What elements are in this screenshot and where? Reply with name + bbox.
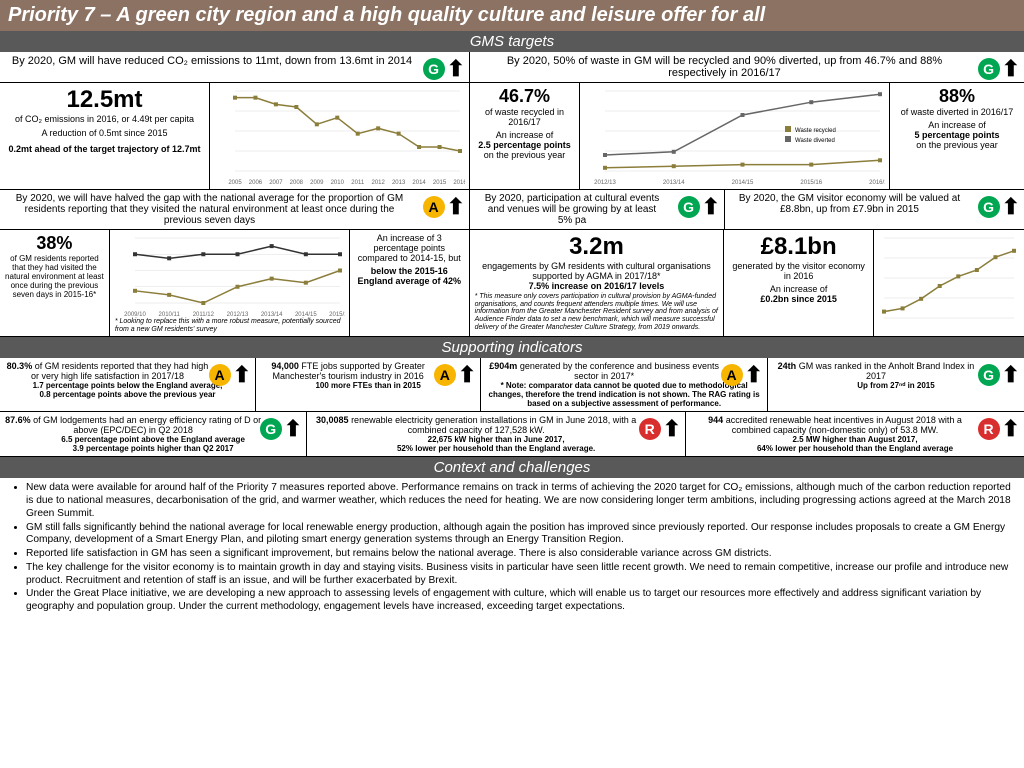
svg-text:2013: 2013 <box>392 180 406 186</box>
page-header: Priority 7 – A green city region and a h… <box>0 0 1024 31</box>
t3-chart: 2009/102010/112011/122012/132013/142014/… <box>110 230 350 336</box>
target-3-header: By 2020, we will have halved the gap wit… <box>0 190 470 229</box>
t2-left: 46.7% of waste recycled in 2016/17 An in… <box>470 83 580 189</box>
badge: R <box>639 418 661 440</box>
si-cell: £904m generated by the conference and bu… <box>481 358 768 411</box>
badge-g: G <box>978 58 1000 80</box>
context-item: The key challenge for the visitor econom… <box>26 562 1012 588</box>
badge-g: G <box>678 196 700 218</box>
svg-text:2016: 2016 <box>453 180 465 186</box>
badge-g: G <box>978 196 1000 218</box>
svg-text:2006: 2006 <box>249 180 263 186</box>
svg-text:2005: 2005 <box>228 180 242 186</box>
arrow-up-icon: ⬆ <box>1002 56 1020 82</box>
svg-text:2015: 2015 <box>433 180 447 186</box>
arrow-up-icon: ⬆ <box>447 194 465 220</box>
t5-chart <box>874 230 1024 336</box>
si-cell: 87.6% of GM lodgements had an energy eff… <box>0 412 307 456</box>
arrow-up-icon: ⬆ <box>458 362 476 388</box>
arrow-up-icon: ⬆ <box>1002 362 1020 388</box>
svg-text:2014/15: 2014/15 <box>732 180 754 186</box>
arrow-up-icon: ⬆ <box>663 416 681 442</box>
section-context: Context and challenges <box>0 457 1024 478</box>
svg-text:2016/17: 2016/17 <box>869 180 885 186</box>
context-item: GM still falls significantly behind the … <box>26 522 1012 548</box>
svg-text:2008: 2008 <box>290 180 304 186</box>
section-targets: GMS targets <box>0 31 1024 52</box>
badge-g: G <box>423 58 445 80</box>
svg-text:2009: 2009 <box>310 180 324 186</box>
t1-stats: 12.5mt of CO₂ emissions in 2016, or 4.49… <box>0 83 210 189</box>
badge: G <box>260 418 282 440</box>
arrow-up-icon: ⬆ <box>284 416 302 442</box>
svg-text:2012: 2012 <box>372 180 386 186</box>
svg-text:Waste recycled: Waste recycled <box>795 128 836 134</box>
t2-chart: 2012/13 2013/14 2014/15 2015/16 2016/17 Waste… <box>580 83 890 189</box>
section-supporting: Supporting indicators <box>0 337 1024 358</box>
si-cell: 944 accredited renewable heat incentives… <box>686 412 1024 456</box>
svg-text:2011: 2011 <box>351 180 365 186</box>
svg-text:2013/14: 2013/14 <box>663 180 685 186</box>
badge-a: A <box>423 196 445 218</box>
svg-text:2012/13: 2012/13 <box>594 180 616 186</box>
badge: A <box>721 364 743 386</box>
svg-text:Waste diverted: Waste diverted <box>795 138 835 144</box>
context-item: Under the Great Place initiative, we are… <box>26 588 1012 614</box>
context-item: New data were available for around half … <box>26 482 1012 520</box>
svg-text:2010: 2010 <box>331 180 345 186</box>
arrow-up-icon: ⬆ <box>702 194 720 220</box>
arrow-up-icon: ⬆ <box>447 56 465 82</box>
t2-right: 88% of waste diverted in 2016/17 An incr… <box>890 83 1024 189</box>
context-list: New data were available for around half … <box>0 478 1024 619</box>
target-4-header: By 2020, participation at cultural event… <box>470 190 725 229</box>
svg-text:2015/16: 2015/16 <box>800 180 822 186</box>
si-cell: 30,0085 renewable electricity generation… <box>307 412 686 456</box>
svg-text:2007: 2007 <box>269 180 283 186</box>
context-item: Reported life satisfaction in GM has see… <box>26 548 1012 561</box>
si-row-2: 87.6% of GM lodgements had an energy eff… <box>0 412 1024 457</box>
arrow-up-icon: ⬆ <box>233 362 251 388</box>
si-cell: 80.3% of GM residents reported that they… <box>0 358 256 411</box>
target-1-header: By 2020, GM will have reduced CO₂ emissi… <box>0 52 470 82</box>
si-cell: 94,000 FTE jobs supported by Greater Man… <box>256 358 481 411</box>
badge: A <box>434 364 456 386</box>
arrow-up-icon: ⬆ <box>1002 194 1020 220</box>
si-cell: 24th GM was ranked in the Anholt Brand I… <box>768 358 1024 411</box>
target-5-header: By 2020, the GM visitor economy will be … <box>725 190 1024 229</box>
badge: G <box>978 364 1000 386</box>
t5-stats: £8.1bn generated by the visitor economy … <box>724 230 874 336</box>
arrow-up-icon: ⬆ <box>745 362 763 388</box>
badge: A <box>209 364 231 386</box>
t4-stats: 3.2m engagements by GM residents with cu… <box>470 230 725 336</box>
target-2-header: By 2020, 50% of waste in GM will be recy… <box>470 52 1024 82</box>
svg-text:2014: 2014 <box>412 180 426 186</box>
t1-chart: 2005 2006 2007 2008 2009 2010 2011 2012 2013 2014… <box>210 83 470 189</box>
t3-right: An increase of 3 percentage points compa… <box>350 230 470 336</box>
arrow-up-icon: ⬆ <box>1002 416 1020 442</box>
si-row-1: 80.3% of GM residents reported that they… <box>0 358 1024 412</box>
t3-stats: 38% of GM residents reported that they h… <box>0 230 110 336</box>
badge: R <box>978 418 1000 440</box>
